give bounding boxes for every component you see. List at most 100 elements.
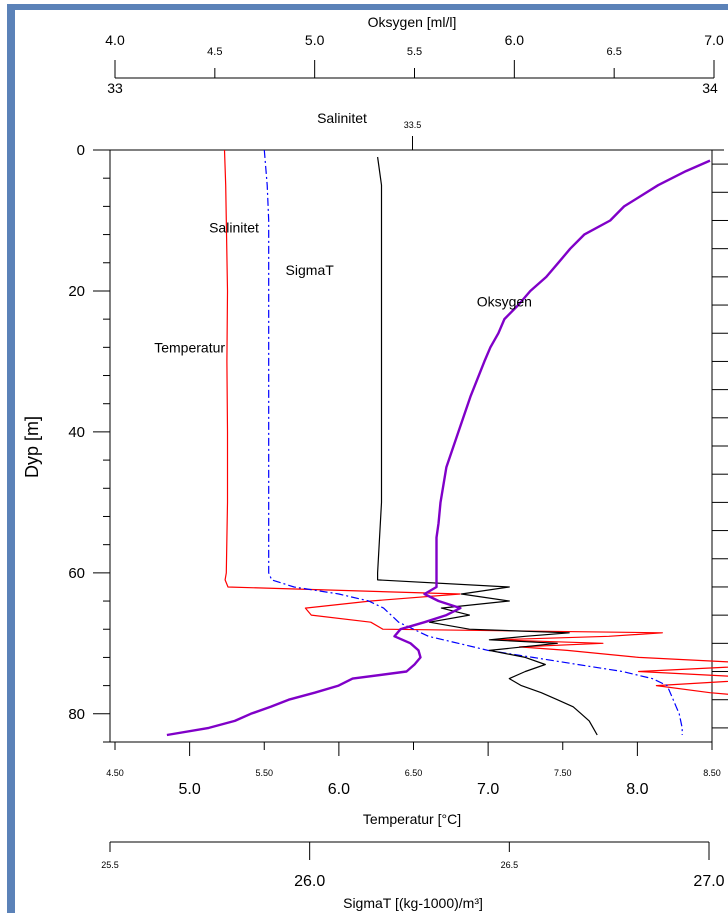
data-point-salinitet [227,290,228,291]
depth-tick-label: 20 [68,283,85,300]
series-line-salinitet [223,149,728,695]
data-point-oksygen [288,699,289,700]
series-line-sigmat [377,156,598,736]
temperatur-tick-label: 8.50 [703,768,721,778]
salinitet-axis-label: Salinitet [317,110,367,126]
depth-tick-label: 60 [68,565,85,582]
data-point-oksygen [470,396,471,397]
oksygen-axis-label: Oksygen [ml/l] [368,14,457,30]
data-point-oksygen [234,720,235,721]
data-point-oksygen [546,276,547,277]
data-point-temperatur [338,593,339,594]
data-point-salinitet [567,650,568,651]
data-point-temperatur [652,678,653,679]
series-line-oksygen [166,159,711,737]
data-point-sigmat [569,632,570,633]
data-point-oksygen [446,467,447,468]
data-point-sigmat [557,643,558,644]
depth-axis-label: Dyp [m] [22,416,42,478]
sigmat-tick-label: 26.5 [501,860,519,870]
data-point-salinitet [460,593,461,594]
salinitet-tick-label: 33.5 [404,120,422,130]
data-point-sigmat [521,685,522,686]
temperatur-tick-label: 7.0 [477,781,499,798]
data-point-salinitet [225,185,226,186]
data-point-oksygen [436,537,437,538]
data-point-sigmat [381,290,382,291]
data-point-temperatur [268,572,269,573]
data-point-sigmat [377,572,378,573]
data-point-oksygen [270,706,271,707]
temperatur-tick-label: 6.0 [328,781,350,798]
data-point-temperatur [622,671,623,672]
data-point-oksygen [558,262,559,263]
data-point-temperatur [682,734,683,735]
data-point-salinitet [225,579,226,580]
oksygen-tick-label: 6.5 [607,46,622,58]
data-point-temperatur [368,600,369,601]
data-point-salinitet [226,572,227,573]
data-point-oksygen [460,608,461,609]
oksygen-tick-label: 6.0 [505,32,525,48]
temperatur-axis-label: Temperatur [°C] [363,811,461,827]
data-point-sigmat [469,629,470,630]
data-point-oksygen [504,319,505,320]
data-point-sigmat [589,720,590,721]
data-point-temperatur [268,502,269,503]
data-point-temperatur [679,713,680,714]
data-point-sigmat [381,431,382,432]
temperatur-tick-label: 7.50 [554,768,572,778]
data-point-oksygen [352,678,353,679]
data-point-oksygen [420,657,421,658]
data-point-temperatur [458,643,459,644]
data-point-temperatur [413,629,414,630]
data-point-temperatur [264,149,265,150]
data-point-oksygen [338,685,339,686]
salinitet-tick-label: 34 [702,80,718,96]
sigmat-tick-label: 25.5 [101,860,119,870]
data-point-temperatur [271,579,272,580]
data-point-salinitet [656,685,657,686]
data-point-temperatur [268,290,269,291]
data-point-sigmat [489,650,490,651]
data-point-oksygen [530,290,531,291]
data-point-oksygen [424,593,425,594]
data-point-oksygen [658,185,659,186]
oksygen-tick-label: 7.0 [704,32,724,48]
data-point-sigmat [381,220,382,221]
data-point-temperatur [676,706,677,707]
data-point-temperatur [673,699,674,700]
data-point-sigmat [573,706,574,707]
data-point-salinitet [311,615,312,616]
data-point-oksygen [436,586,437,587]
data-point-oksygen [418,650,419,651]
data-point-sigmat [545,664,546,665]
data-point-sigmat [597,734,598,735]
data-point-sigmat [541,692,542,693]
data-point-temperatur [383,608,384,609]
sigmat-tick-label: 26.0 [294,873,325,890]
data-point-oksygen [498,333,499,334]
data-point-sigmat [525,636,526,637]
data-point-oksygen [208,727,209,728]
data-point-oksygen [406,671,407,672]
data-point-salinitet [224,149,225,150]
data-point-oksygen [394,636,395,637]
data-point-temperatur [488,650,489,651]
data-point-oksygen [436,558,437,559]
data-point-temperatur [267,185,268,186]
temperatur-tick-label: 6.50 [405,768,423,778]
sigmat-axis-label: SigmaT [(kg-1000)/m³] [343,895,483,911]
oksygen-tick-label: 4.0 [105,32,125,48]
data-point-sigmat [377,579,378,580]
data-point-temperatur [682,727,683,728]
data-point-temperatur [680,720,681,721]
data-point-sigmat [581,713,582,714]
series-label-sigmat: SigmaT [286,262,335,278]
data-point-temperatur [577,664,578,665]
data-point-oksygen [584,234,585,235]
data-point-salinitet [227,431,228,432]
data-point-oksygen [484,361,485,362]
data-point-temperatur [428,636,429,637]
